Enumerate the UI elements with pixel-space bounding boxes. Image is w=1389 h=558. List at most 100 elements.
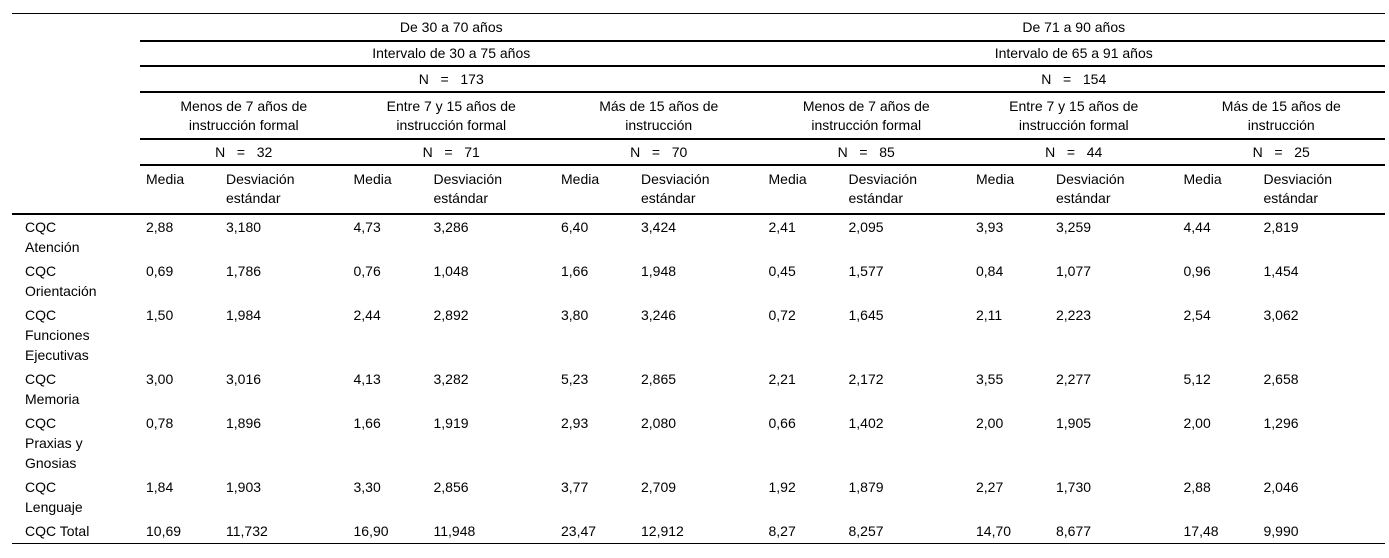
mean-value-cell: 3,00 [146,371,174,387]
mean-value-cell: 1,84 [146,479,174,495]
mean-value-cell: 1,92 [768,479,796,495]
n-total-label: N = 173 [418,70,484,87]
sd-value-cell: 8,677 [1056,523,1092,539]
mean-value-cell: 5,23 [561,371,589,387]
mean-value-cell: 2,41 [768,219,796,235]
mean-value-cell: 2,27 [976,479,1004,495]
mean-value-cell: 0,76 [353,263,381,279]
sd-value-cell: 2,223 [1056,307,1092,323]
sd-header: Desviación estándar [848,171,917,206]
edu-group-n-label: N = 25 [1252,143,1310,160]
row-label: CQC Funciones Ejecutivas [25,307,90,363]
age-range-header: De 71 a 90 años [1022,18,1126,35]
interval-header: Intervalo de 30 a 75 años [372,45,531,61]
mean-value-cell: 0,96 [1183,263,1211,279]
mean-value-cell: 17,48 [1183,523,1219,539]
mean-value-cell: 2,21 [768,371,796,387]
mean-value-cell: 3,30 [353,479,381,495]
mean-value-cell: 3,55 [976,371,1004,387]
sd-value-cell: 9,990 [1263,523,1299,539]
row-label: CQC Lenguaje [25,479,83,515]
edu-group-n-label: N = 71 [422,143,480,160]
table-row: CQC Praxias y Gnosias 0,78 1,896 1,66 1,919 2… [12,411,1385,475]
header-columns: De 30 a 70 años De 71 a 90 años Interval… [140,14,1385,213]
sd-header: Desviación estándar [1056,171,1125,206]
sd-value-cell: 1,730 [1056,479,1092,495]
edu-group-header: Menos de 7 años de instrucción formal [802,98,930,133]
mean-value-cell: 2,44 [353,307,381,323]
sd-value-cell: 1,948 [641,263,677,279]
mean-value-cell: 0,72 [768,307,796,323]
sd-value-cell: 1,903 [226,479,262,495]
sd-value-cell: 2,277 [1056,371,1092,387]
table-row: CQC Atención 2,88 3,180 4,73 3,286 6,40 3,424 2… [12,215,1385,259]
sd-value-cell: 1,577 [848,263,884,279]
n-total-label: N = 154 [1041,70,1107,87]
mean-value-cell: 2,00 [1183,415,1211,431]
sd-value-cell: 12,912 [641,523,684,539]
mean-header: Media [561,171,600,187]
sd-value-cell: 2,856 [433,479,469,495]
mean-value-cell: 1,66 [561,263,589,279]
sd-value-cell: 2,172 [848,371,884,387]
mean-header: Media [353,171,392,187]
sd-value-cell: 1,077 [1056,263,1092,279]
mean-value-cell: 2,54 [1183,307,1211,323]
sd-value-cell: 3,016 [226,371,262,387]
sd-value-cell: 2,709 [641,479,677,495]
row-label: CQC Total [25,523,90,539]
sd-value-cell: 3,282 [433,371,469,387]
mean-value-cell: 2,88 [146,219,174,235]
mean-value-cell: 2,00 [976,415,1004,431]
interval-header: Intervalo de 65 a 91 años [994,45,1153,61]
sd-value-cell: 3,246 [641,307,677,323]
sd-value-cell: 11,948 [433,523,476,539]
mean-header: Media [768,171,807,187]
sd-header: Desviación estándar [226,171,295,206]
sd-value-cell: 1,402 [848,415,884,431]
table-row: CQC Funciones Ejecutivas 1,50 1,984 2,44 2,8… [12,303,1385,367]
row-label: CQC Orientación [25,263,97,299]
mean-value-cell: 3,80 [561,307,589,323]
edu-group-n-label: N = 44 [1045,143,1103,160]
education-group-row: Menos de 7 años de instrucción formal Ent… [140,93,1385,140]
mean-value-cell: 0,78 [146,415,174,431]
mean-value-cell: 16,90 [353,523,389,539]
sd-value-cell: 3,062 [1263,307,1299,323]
sd-value-cell: 2,658 [1263,371,1299,387]
sd-value-cell: 1,919 [433,415,469,431]
stub-spacer [12,14,140,213]
table-header: De 30 a 70 años De 71 a 90 años Interval… [12,14,1385,213]
mean-header: Media [1183,171,1222,187]
mean-value-cell: 10,69 [146,523,182,539]
table-body: CQC Atención 2,88 3,180 4,73 3,286 6,40 3,424 2… [12,213,1385,543]
mean-value-cell: 0,84 [976,263,1004,279]
edu-group-header: Más de 15 años de instrucción [1221,98,1341,133]
table-row: CQC Lenguaje 1,84 1,903 3,30 2,856 3,77 2,709 1… [12,475,1385,519]
sd-value-cell: 1,454 [1263,263,1299,279]
sd-value-cell: 2,819 [1263,219,1299,235]
measure-header-row: Media Desviación estándar Media Desviación … [140,166,1385,213]
sd-value-cell: 2,080 [641,415,677,431]
mean-value-cell: 1,50 [146,307,174,323]
edu-group-n-label: N = 32 [215,143,273,160]
mean-value-cell: 3,77 [561,479,589,495]
sd-header: Desviación estándar [433,171,502,206]
mean-value-cell: 1,66 [353,415,381,431]
edu-group-header: Menos de 7 años de instrucción formal [180,98,308,133]
sd-value-cell: 1,879 [848,479,884,495]
mean-header: Media [976,171,1015,187]
table-row: CQC Total 10,69 11,732 16,90 11,948 23,47 12,9… [12,519,1385,543]
mean-value-cell: 8,27 [768,523,796,539]
sd-value-cell: 1,896 [226,415,262,431]
mean-value-cell: 0,45 [768,263,796,279]
education-group-n-row: N = 32 N = 71 N = 70 N = 85 N = 44 N = 25 [140,140,1385,166]
statistics-table: De 30 a 70 años De 71 a 90 años Interval… [12,13,1385,544]
mean-value-cell: 14,70 [976,523,1012,539]
sd-value-cell: 1,905 [1056,415,1092,431]
mean-value-cell: 23,47 [561,523,597,539]
mean-value-cell: 4,44 [1183,219,1211,235]
mean-value-cell: 5,12 [1183,371,1211,387]
mean-value-cell: 4,73 [353,219,381,235]
sd-value-cell: 1,645 [848,307,884,323]
